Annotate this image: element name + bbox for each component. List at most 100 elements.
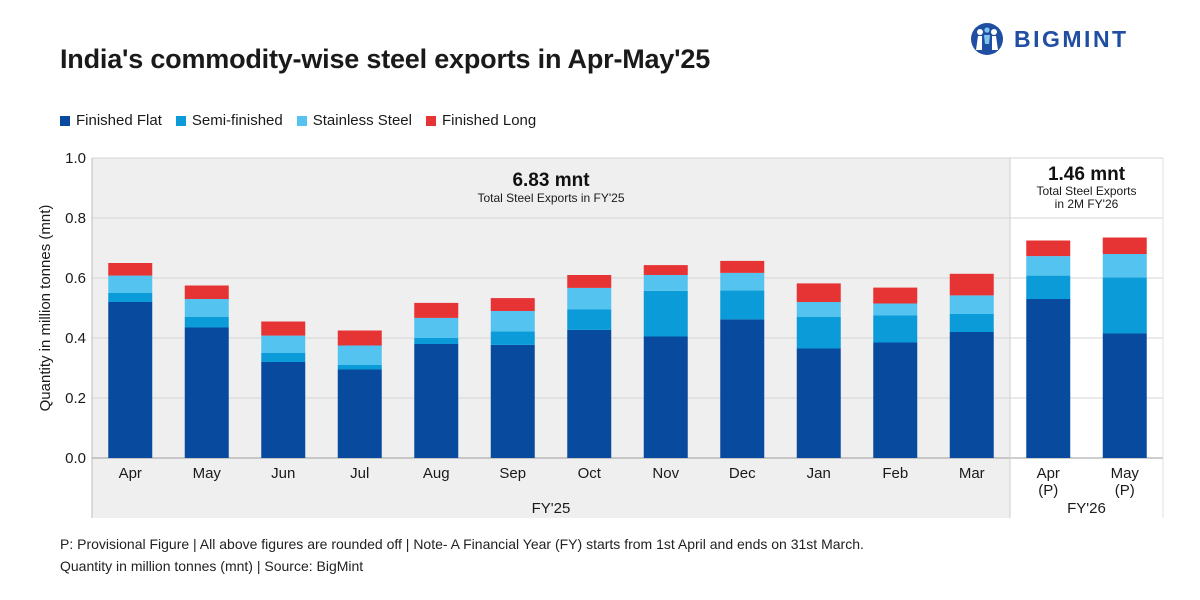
bar-segment-stainless-steel: [337, 345, 382, 365]
bar-segment-stainless-steel: [567, 287, 612, 310]
y-tick-label: 0.6: [65, 270, 86, 287]
bar-segment-finished-flat: [873, 342, 918, 458]
x-tick-label: Jun: [271, 465, 295, 482]
legend-item-finished-long: Finished Long: [425, 112, 537, 129]
bar-segment-finished-long: [796, 283, 841, 302]
group-summary-label: Total Steel Exports in FY'25: [477, 191, 624, 205]
legend-item-semi-finished: Semi-finished: [175, 112, 283, 129]
footnote-source: Quantity in million tonnes (mnt) | Sourc…: [60, 558, 364, 574]
legend-swatch-finished-long: [425, 115, 436, 126]
y-tick-label: 0.0: [65, 450, 86, 467]
bar-segment-semi-finished: [949, 314, 994, 332]
footnote-provisional: P: Provisional Figure | All above figure…: [60, 536, 864, 552]
group-summary-label: Total Steel Exports: [1036, 184, 1136, 198]
bar-segment-semi-finished: [1026, 275, 1071, 299]
x-tick-label: Jul: [350, 465, 369, 482]
y-tick-label: 1.0: [65, 150, 86, 167]
x-tick-label: Aug: [423, 465, 450, 482]
bar-segment-finished-flat: [949, 332, 994, 458]
x-tick-label: May: [193, 465, 222, 482]
legend-item-finished-flat: Finished Flat: [60, 112, 162, 129]
chart-title: India's commodity-wise steel exports in …: [60, 44, 711, 74]
bar-segment-semi-finished: [1102, 277, 1147, 334]
bar-segment-finished-long: [873, 287, 918, 304]
y-tick-label: 0.8: [65, 210, 86, 227]
x-tick-label: (P): [1038, 482, 1058, 499]
legend-swatch-finished-flat: [60, 115, 70, 126]
x-tick-label: Apr: [119, 465, 142, 482]
bar-segment-finished-flat: [337, 369, 382, 458]
x-tick-label: Dec: [729, 465, 756, 482]
bar-segment-semi-finished: [490, 331, 535, 345]
legend-label-finished-long: Finished Long: [441, 112, 537, 129]
legend-label-semi-finished: Semi-finished: [191, 112, 283, 129]
bar-segment-finished-long: [720, 260, 765, 273]
bar-segment-finished-long: [337, 330, 382, 346]
bar-segment-stainless-steel: [1102, 254, 1147, 278]
bar-segment-stainless-steel: [796, 302, 841, 317]
bar-segment-semi-finished: [796, 317, 841, 349]
bigmint-logo: BIGMINT: [970, 22, 1129, 56]
bar-segment-stainless-steel: [643, 275, 688, 291]
x-tick-label: (P): [1115, 482, 1135, 499]
bar-segment-stainless-steel: [414, 317, 459, 338]
x-tick-label: Jan: [807, 465, 831, 482]
legend-item-stainless-steel: Stainless Steel: [296, 112, 412, 129]
group-summary-label: in 2M FY'26: [1055, 197, 1119, 211]
bigmint-logo-text: BIGMINT: [1014, 25, 1129, 52]
bar-segment-finished-flat: [414, 344, 459, 458]
bar-segment-finished-long: [567, 275, 612, 288]
bar-segment-finished-long: [1102, 237, 1147, 254]
bar-segment-semi-finished: [261, 353, 306, 362]
bar-segment-finished-flat: [1102, 333, 1147, 458]
bar-segment-stainless-steel: [1026, 256, 1071, 276]
bar-segment-semi-finished: [108, 293, 153, 302]
bar-segment-semi-finished: [184, 317, 229, 328]
bar-segment-finished-long: [184, 285, 229, 299]
legend-label-finished-flat: Finished Flat: [76, 112, 162, 129]
bar-segment-finished-long: [261, 321, 306, 336]
bar-segment-finished-long: [643, 265, 688, 275]
bar-segment-finished-long: [490, 298, 535, 311]
y-tick-label: 0.2: [65, 390, 86, 407]
bar-segment-semi-finished: [643, 290, 688, 337]
bar-segment-semi-finished: [337, 365, 382, 370]
x-tick-label: Apr: [1037, 465, 1060, 482]
bar-segment-semi-finished: [414, 338, 459, 344]
legend-label-stainless-steel: Stainless Steel: [312, 112, 412, 129]
y-tick-label: 0.4: [65, 330, 86, 347]
bigmint-logo-icon: [971, 23, 1003, 55]
bar-segment-semi-finished: [873, 315, 918, 343]
bar-segment-finished-flat: [184, 327, 229, 458]
bar-segment-finished-flat: [720, 319, 765, 458]
group-summary-value: 6.83 mnt: [512, 170, 590, 191]
x-tick-label: Sep: [499, 465, 526, 482]
bar-segment-finished-long: [1026, 240, 1071, 257]
chart-legend: Finished Flat Semi-finished Stainless St…: [60, 112, 550, 129]
bar-segment-stainless-steel: [720, 272, 765, 291]
bar-segment-finished-flat: [567, 329, 612, 458]
bar-segment-stainless-steel: [261, 335, 306, 353]
x-tick-label: May: [1111, 465, 1140, 482]
group-label: FY'25: [532, 500, 571, 517]
bar-segment-finished-long: [949, 273, 994, 296]
bar-segment-finished-flat: [1026, 299, 1071, 458]
bar-segment-finished-long: [414, 302, 459, 318]
x-tick-label: Feb: [882, 465, 908, 482]
x-tick-label: Oct: [578, 465, 602, 482]
y-axis-label: Quantity in million tonnes (mnt): [37, 205, 54, 412]
legend-swatch-semi-finished: [175, 115, 186, 126]
bar-segment-stainless-steel: [184, 299, 229, 317]
bar-segment-finished-flat: [108, 302, 153, 458]
bar-segment-finished-flat: [796, 348, 841, 458]
bar-segment-finished-long: [108, 263, 153, 276]
bar-segment-stainless-steel: [108, 275, 153, 293]
bar-segment-stainless-steel: [949, 295, 994, 314]
legend-swatch-stainless-steel: [296, 115, 307, 126]
bar-segment-stainless-steel: [873, 303, 918, 316]
bar-segment-stainless-steel: [490, 311, 535, 332]
bar-segment-finished-flat: [261, 362, 306, 458]
bar-segment-finished-flat: [490, 344, 535, 458]
x-tick-label: Nov: [652, 465, 679, 482]
